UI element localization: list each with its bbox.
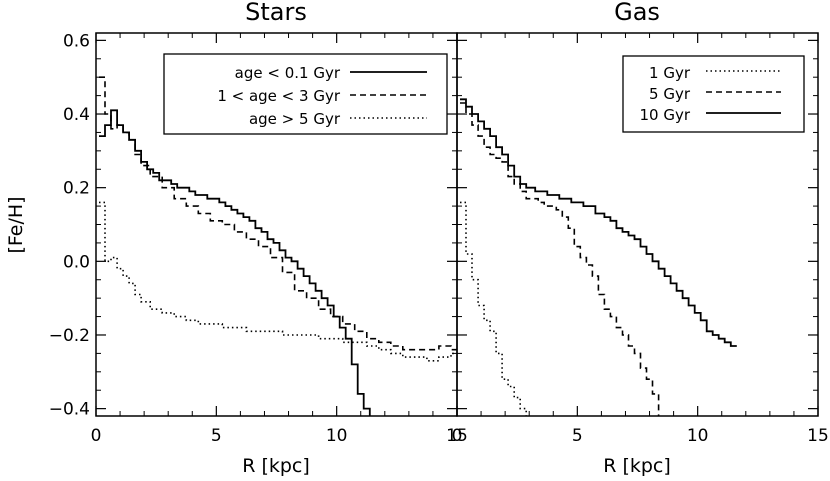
y-tick-label: 0.0 [63,252,90,272]
right-legend-label-3: 10 Gyr [639,106,690,124]
right-series-1-line [460,201,527,416]
left-x-tick-label: 10 [326,426,348,446]
left-series-3-line [99,201,457,362]
left-x-tick-label: 0 [91,426,102,446]
right-series-2-line [460,102,660,416]
left-legend-box [163,53,448,135]
left-x-tick-label: 5 [211,426,222,446]
left-series-1-line [99,109,371,416]
left-legend-label-3: age > 5 Gyr [249,110,341,128]
axis-ticks: 0 5 10 15 −0.4 −0.2 0.0 0.2 0.4 0.6 0 5 10 15 [49,31,829,446]
left-series-2-line [99,76,457,351]
right-legend-label-1: 1 Gyr [649,64,691,82]
left-x-axis-label: R [kpc] [242,455,310,477]
right-series [460,98,737,416]
right-x-tick-label: 0 [452,426,463,446]
y-tick-label: −0.4 [49,400,90,420]
left-legend: age < 0.1 Gyr 1 < age < 3 Gyr age > 5 Gy… [163,53,448,135]
left-x-tick-label: 15 [446,426,468,446]
left-legend-label-2: 1 < age < 3 Gyr [217,87,341,105]
y-tick-label: −0.2 [49,326,90,346]
y-tick-label: 0.2 [63,179,90,199]
right-x-tick-label: 5 [572,426,583,446]
left-legend-label-1: age < 0.1 Gyr [235,64,341,82]
y-tick-label: 0.6 [63,31,90,51]
right-x-axis-label: R [kpc] [603,455,671,477]
right-legend-box [622,55,805,133]
left-panel-title: Stars [245,0,307,26]
y-axis-label: [Fe/H] [5,196,27,253]
right-x-tick-label: 15 [807,426,829,446]
right-series-3-line [460,98,737,347]
right-legend: 1 Gyr 5 Gyr 10 Gyr [622,55,805,133]
right-x-tick-label: 10 [687,426,709,446]
right-panel-title: Gas [614,0,660,26]
left-series [99,76,457,416]
y-tick-label: 0.4 [63,105,90,125]
right-legend-label-2: 5 Gyr [649,85,691,103]
